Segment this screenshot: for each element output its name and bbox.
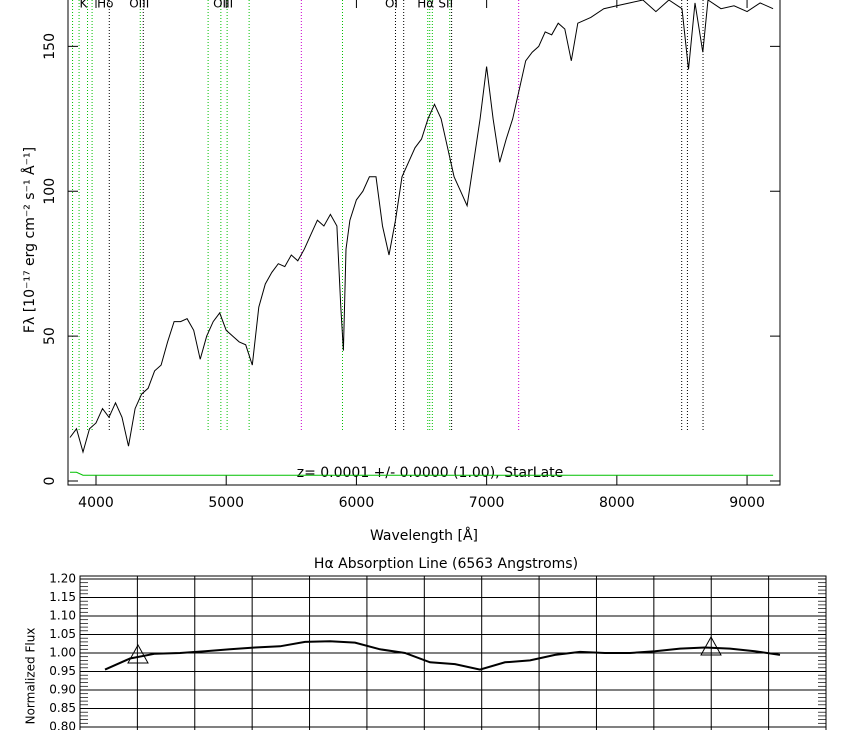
y-tick-label: 0.80: [49, 720, 76, 730]
y-tick-label: 1.00: [49, 646, 76, 660]
spectrum-line: [70, 471, 774, 476]
line-label: Hδ: [97, 0, 113, 11]
line-label: SII: [438, 0, 453, 11]
y-tick-label: 1.15: [49, 590, 76, 604]
y-tick-label: 0.95: [49, 664, 76, 678]
x-tick-label: 9000: [729, 495, 765, 511]
chart-title: Hα Absorption Line (6563 Angstroms): [314, 556, 578, 572]
y-tick-label: 0.85: [49, 701, 76, 715]
y-axis-label: Normalized Flux: [24, 628, 38, 725]
y-tick-label: 50: [42, 327, 58, 345]
y-tick-label: 1.10: [49, 609, 76, 623]
y-tick-label: 150: [42, 33, 58, 60]
x-tick-label: 5000: [208, 495, 244, 511]
marker-triangle: [127, 643, 149, 664]
spectrum-line: [69, 0, 774, 454]
bottom-axes-frame: [79, 575, 827, 730]
y-tick-label: 0.90: [49, 683, 76, 697]
line-label: OI: [385, 0, 398, 11]
x-tick-label: 4000: [78, 495, 114, 511]
y-tick-label: 0: [42, 477, 58, 486]
line-label: K: [79, 0, 88, 11]
x-tick-label: 7000: [469, 495, 505, 511]
y-axis-label: Fλ [10⁻¹⁷ erg cm⁻² s⁻¹ Å⁻¹]: [21, 147, 38, 333]
y-tick-label: 100: [42, 178, 58, 205]
line-label: OIII: [129, 0, 149, 11]
top-axes-frame: [67, 0, 781, 486]
y-tick-label: 1.05: [49, 627, 76, 641]
x-tick-label: 8000: [599, 495, 635, 511]
line-label: OIII: [213, 0, 233, 11]
annotation: z= 0.0001 +/- 0.0000 (1.00), StarLate: [297, 465, 564, 481]
flux-line: [104, 640, 781, 671]
y-tick-label: 1.20: [49, 572, 76, 586]
x-tick-label: 6000: [339, 495, 375, 511]
x-axis-label: Wavelength [Å]: [370, 527, 478, 544]
line-label: Hα: [417, 0, 434, 11]
